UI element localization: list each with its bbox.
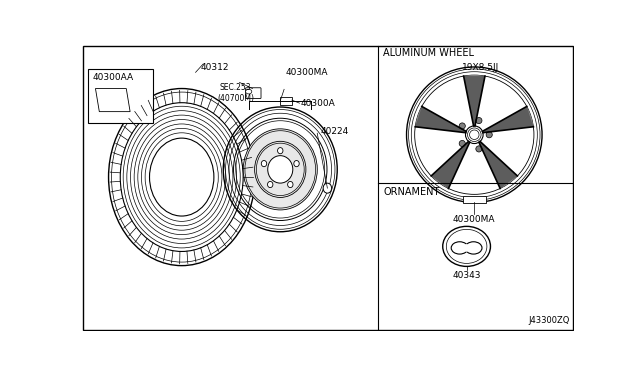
Ellipse shape (150, 138, 214, 216)
Ellipse shape (287, 182, 293, 187)
FancyBboxPatch shape (280, 97, 292, 106)
Ellipse shape (294, 160, 300, 167)
Polygon shape (463, 75, 485, 76)
Text: 40224: 40224 (320, 127, 349, 136)
Polygon shape (479, 141, 517, 189)
Text: ALUMINUM WHEEL: ALUMINUM WHEEL (383, 48, 474, 58)
Circle shape (486, 132, 492, 138)
Text: 40300MA: 40300MA (285, 68, 328, 77)
Ellipse shape (243, 129, 317, 210)
Polygon shape (431, 176, 449, 189)
Polygon shape (431, 141, 470, 189)
Polygon shape (527, 106, 533, 127)
Text: 40300MA: 40300MA (453, 215, 495, 224)
Circle shape (476, 118, 482, 124)
Ellipse shape (261, 160, 267, 167)
Text: 40343: 40343 (452, 271, 481, 280)
Polygon shape (415, 106, 466, 133)
Circle shape (465, 126, 483, 144)
Text: 40300AA: 40300AA (92, 73, 134, 82)
Polygon shape (483, 106, 533, 133)
Circle shape (476, 146, 482, 152)
Polygon shape (463, 75, 485, 126)
Ellipse shape (323, 183, 332, 193)
Text: ORNAMENT: ORNAMENT (383, 187, 440, 197)
Text: SEC.253
(40700M): SEC.253 (40700M) (217, 83, 254, 103)
Text: 40312: 40312 (201, 63, 230, 72)
Polygon shape (95, 89, 130, 112)
Polygon shape (500, 176, 517, 189)
Text: 40300A: 40300A (301, 99, 336, 108)
Bar (463, 196, 486, 203)
Ellipse shape (463, 244, 470, 252)
Bar (88, 69, 153, 123)
Ellipse shape (268, 182, 273, 187)
Circle shape (459, 123, 465, 129)
Ellipse shape (443, 226, 490, 266)
Text: J43300ZQ: J43300ZQ (529, 316, 570, 325)
FancyBboxPatch shape (246, 88, 261, 99)
Text: 19X8.5JJ: 19X8.5JJ (462, 63, 499, 72)
Ellipse shape (268, 155, 292, 183)
Ellipse shape (278, 148, 283, 154)
Polygon shape (415, 106, 422, 127)
Circle shape (459, 140, 465, 147)
Ellipse shape (246, 89, 252, 94)
